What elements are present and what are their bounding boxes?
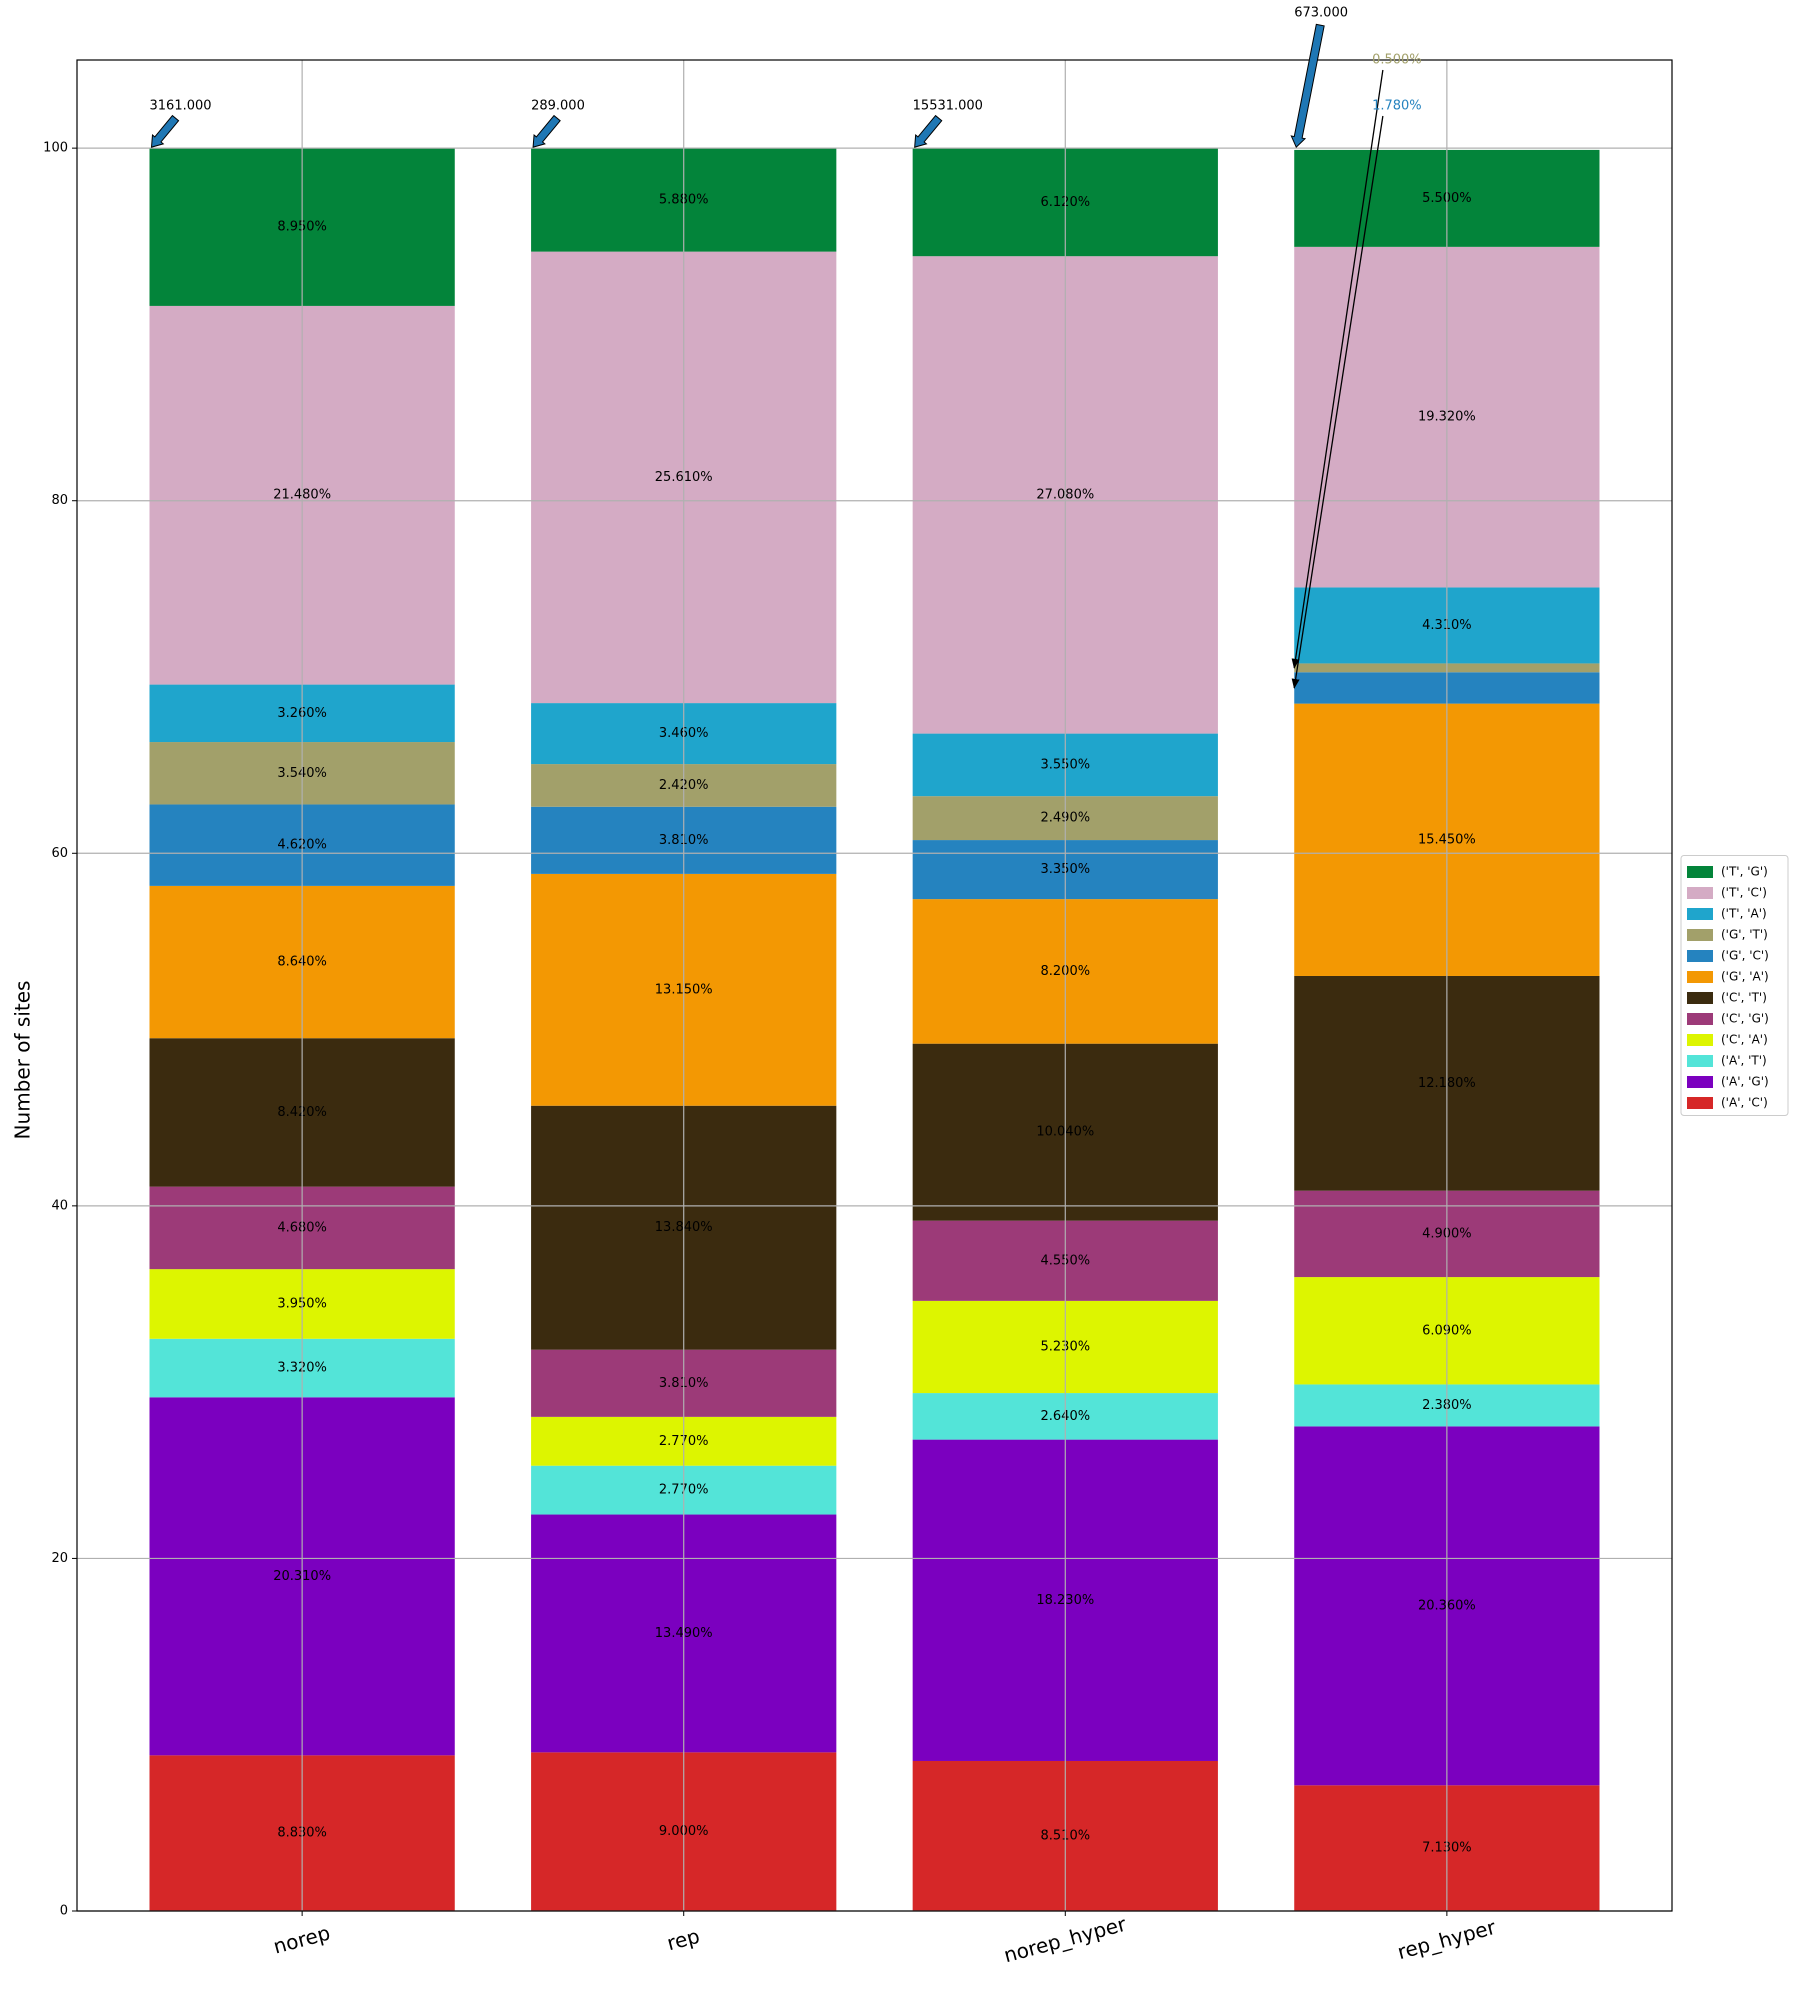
total-label: 15531.000	[913, 99, 983, 114]
legend-swatch	[1687, 950, 1713, 962]
y-tick-label: 80	[51, 493, 68, 508]
legend-swatch	[1687, 908, 1713, 920]
value-label: 0.500%	[1372, 53, 1422, 68]
legend-label: ('A', 'C')	[1721, 1096, 1768, 1110]
plot-frame	[76, 59, 1673, 1912]
total-label: 289.000	[531, 99, 585, 114]
legend-label: ('T', 'G')	[1721, 865, 1768, 879]
legend-swatch	[1687, 1055, 1713, 1067]
y-tick-label: 100	[43, 141, 68, 156]
legend-label: ('A', 'T')	[1721, 1054, 1767, 1068]
legend-box	[1680, 855, 1789, 1116]
y-tick-label: 0	[60, 1904, 68, 1919]
legend-swatch	[1687, 929, 1713, 941]
total-label: 3161.000	[150, 99, 212, 114]
y-axis-label: Number of sites	[11, 981, 35, 1140]
legend-swatch	[1687, 992, 1713, 1004]
legend-label: ('G', 'C')	[1721, 949, 1769, 963]
x-tick-label: norep	[271, 1920, 333, 1958]
annotation-arrow	[532, 114, 561, 148]
legend-label: ('A', 'G')	[1721, 1075, 1769, 1089]
y-tick-label: 20	[51, 1551, 68, 1566]
annotation-arrow	[914, 114, 943, 148]
y-tick-label: 40	[51, 1198, 68, 1213]
legend-swatch	[1687, 1034, 1713, 1046]
legend-label: ('C', 'G')	[1721, 1012, 1769, 1026]
legend-label: ('C', 'T')	[1721, 991, 1767, 1005]
legend-swatch	[1687, 971, 1713, 983]
legend-label: ('T', 'C')	[1721, 886, 1767, 900]
legend-swatch	[1687, 1013, 1713, 1025]
x-tick-label: rep	[664, 1924, 702, 1956]
legend-label: ('C', 'A')	[1721, 1033, 1768, 1047]
x-tick-label: norep_hyper	[1001, 1912, 1129, 1968]
x-tick-label: rep_hyper	[1395, 1915, 1499, 1964]
legend-label: ('G', 'T')	[1721, 928, 1768, 942]
legend-label: ('G', 'A')	[1721, 970, 1769, 984]
annotation-arrow	[1291, 69, 1384, 669]
legend-swatch	[1687, 866, 1713, 878]
value-label: 1.780%	[1372, 99, 1422, 114]
annotation-arrow	[1291, 115, 1384, 689]
annotation-arrow	[1290, 23, 1325, 148]
legend-label: ('T', 'A')	[1721, 907, 1767, 921]
legend-swatch	[1687, 887, 1713, 899]
legend-swatch	[1687, 1076, 1713, 1088]
annotation-arrow	[150, 114, 180, 148]
y-tick-label: 60	[51, 846, 68, 861]
total-label: 673.000	[1294, 6, 1348, 21]
legend-swatch	[1687, 1097, 1713, 1109]
